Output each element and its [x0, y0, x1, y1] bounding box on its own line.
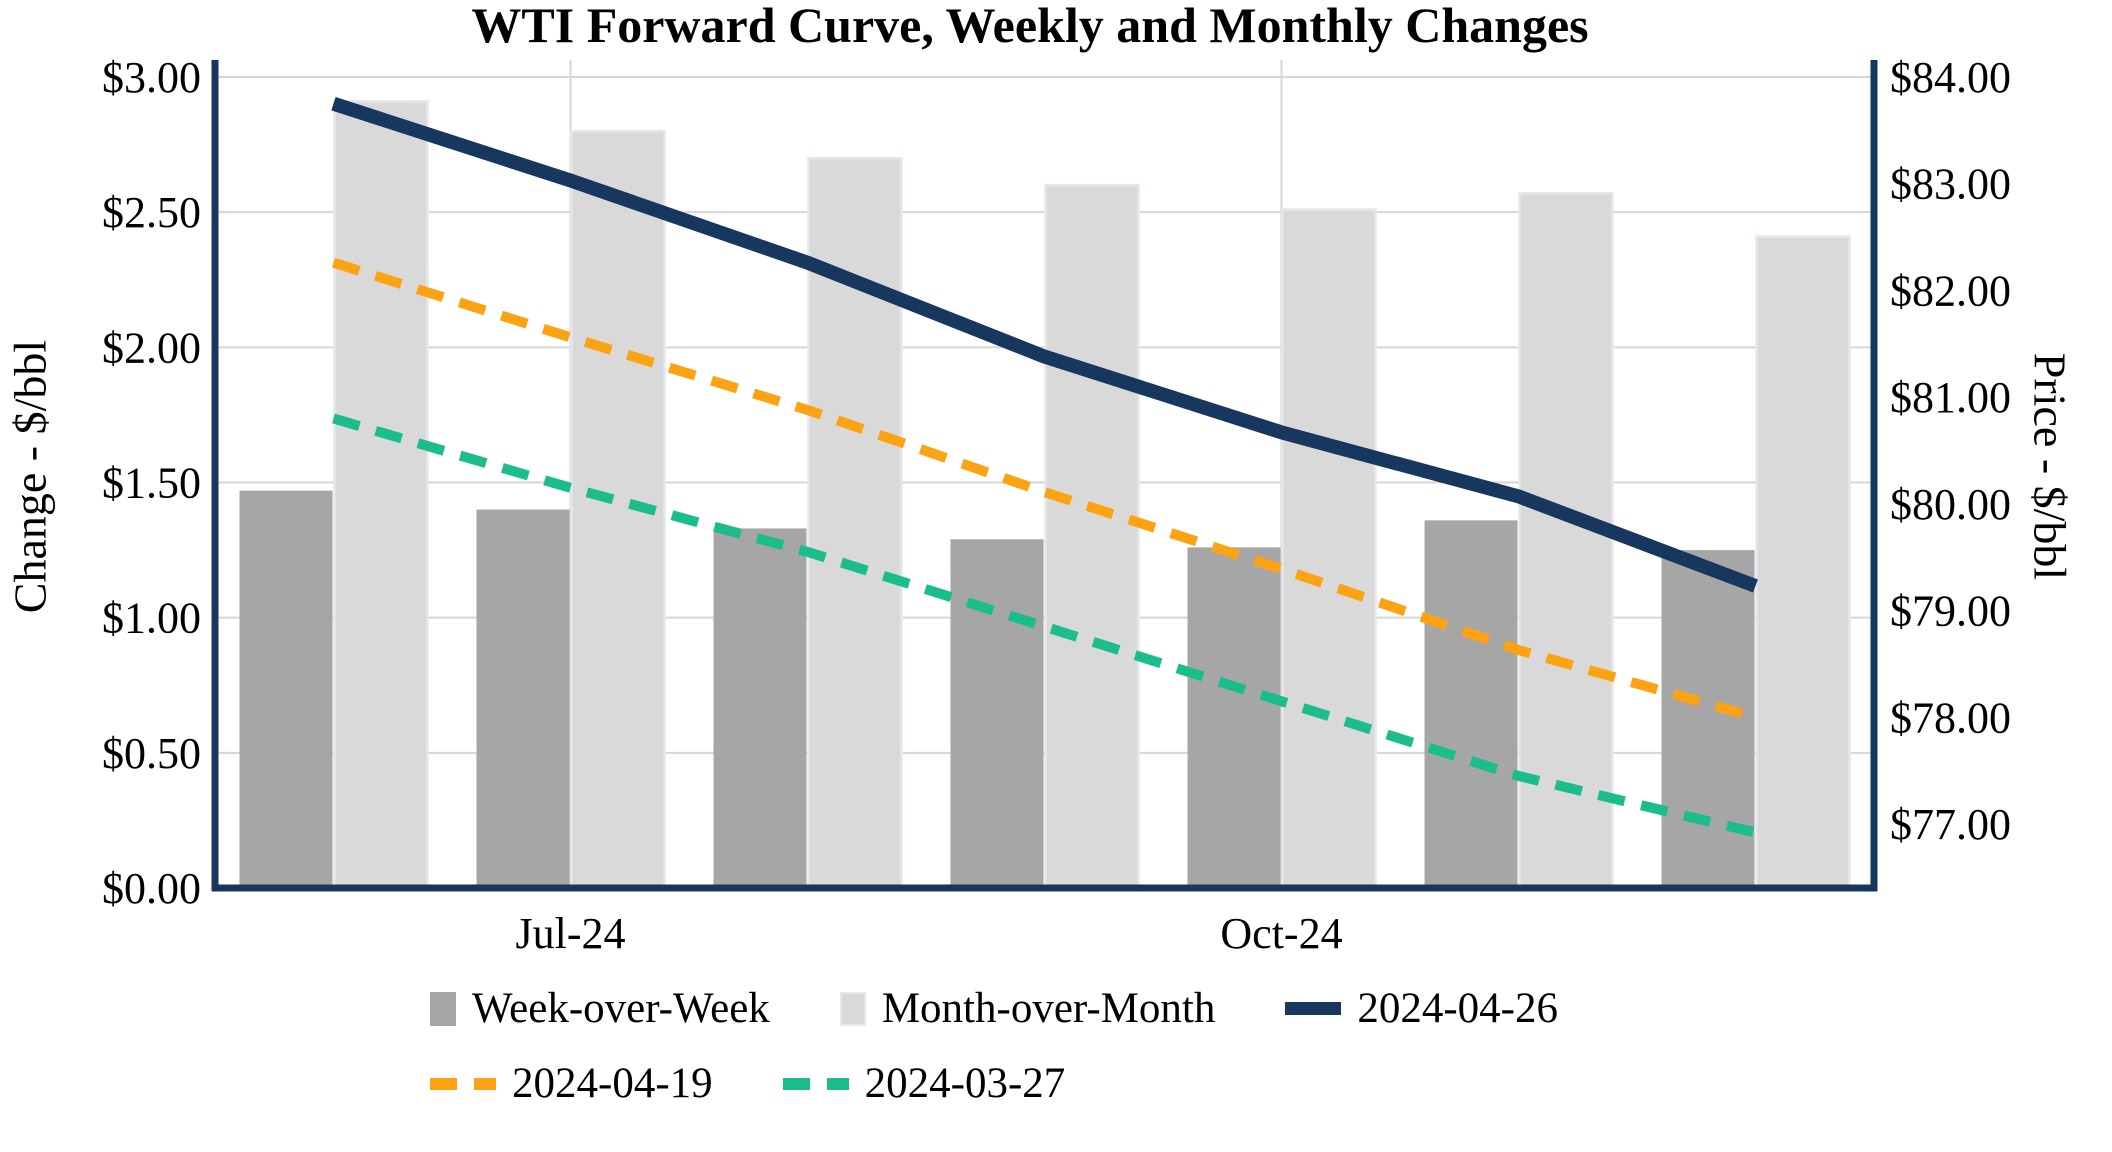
right-axis-title: Price - $/bbl: [2024, 352, 2076, 581]
legend-item-month-over-month: Month-over-Month: [839, 984, 1216, 1033]
bar-week-over-week: [476, 509, 570, 888]
legend-item-2024-04-26: 2024-04-26: [1285, 984, 1558, 1033]
right-axis-tick-label: $83.00: [1890, 160, 2011, 209]
left-axis-tick-label: $0.00: [102, 864, 201, 913]
bar-week-over-week: [950, 539, 1044, 888]
right-axis-tick-label: $78.00: [1890, 693, 2011, 742]
bar-month-over-month: [333, 100, 429, 890]
week-over-week-swatch-icon: [430, 991, 456, 1026]
line-2024-04-19: [331, 257, 1757, 723]
bar-week-over-week: [239, 490, 333, 888]
left-axis-tick-label: $1.00: [102, 594, 201, 643]
chart-legend: Week-over-Week Month-over-Month 2024-04-…: [430, 984, 1558, 1134]
right-axis-tick-label: $84.00: [1890, 53, 2011, 102]
right-axis-tick-label: $80.00: [1890, 480, 2011, 529]
bar-month-over-month: [1044, 183, 1140, 890]
right-axis-tick-label: $81.00: [1890, 373, 2011, 422]
right-axis-tick-label: $82.00: [1890, 266, 2011, 315]
legend-label: 2024-04-19: [512, 1060, 713, 1107]
left-axis-tick-label: $3.00: [102, 53, 201, 102]
legend-row-2: 2024-04-19 2024-03-27: [430, 1059, 1558, 1108]
left-axis-tick-label: $1.50: [102, 459, 201, 508]
bar-week-over-week: [1187, 547, 1281, 888]
line-2024-04-26: [331, 97, 1758, 593]
legend-item-week-over-week: Week-over-Week: [430, 984, 770, 1033]
solid-line-swatch-icon: [1285, 1002, 1342, 1015]
month-over-month-swatch-icon: [839, 991, 866, 1026]
right-axis-tick-label: $79.00: [1890, 587, 2011, 636]
line-2024-03-27: [332, 413, 1757, 838]
x-axis-tick-label: Jul-24: [516, 909, 626, 958]
left-axis-tick-label: $2.50: [102, 188, 201, 237]
bar-month-over-month: [1755, 235, 1851, 890]
legend-label: 2024-04-26: [1357, 985, 1558, 1032]
left-axis-title: Change - $/bbl: [4, 339, 56, 614]
bar-month-over-month: [1281, 208, 1377, 890]
right-axis-tick-label: $77.00: [1890, 800, 2011, 849]
legend-row-1: Week-over-Week Month-over-Month 2024-04-…: [430, 984, 1558, 1033]
legend-item-2024-04-19: 2024-04-19: [430, 1059, 713, 1108]
legend-label: Week-over-Week: [472, 985, 770, 1032]
bar-month-over-month: [1518, 191, 1614, 890]
left-axis-tick-label: $2.00: [102, 323, 201, 372]
legend-label: Month-over-Month: [881, 985, 1216, 1032]
legend-label: 2024-03-27: [864, 1060, 1066, 1107]
dashed-line-swatch-icon: [430, 1077, 496, 1090]
chart-title: WTI Forward Curve, Weekly and Monthly Ch…: [471, 0, 1589, 53]
bar-week-over-week: [1424, 520, 1518, 888]
x-axis-tick-label: Oct-24: [1220, 909, 1342, 958]
left-axis-tick-label: $0.50: [102, 729, 201, 778]
bar-week-over-week: [1661, 550, 1755, 888]
dashed-line-swatch-icon: [782, 1077, 849, 1090]
bar-week-over-week: [713, 528, 807, 888]
legend-item-2024-03-27: 2024-03-27: [782, 1059, 1066, 1108]
